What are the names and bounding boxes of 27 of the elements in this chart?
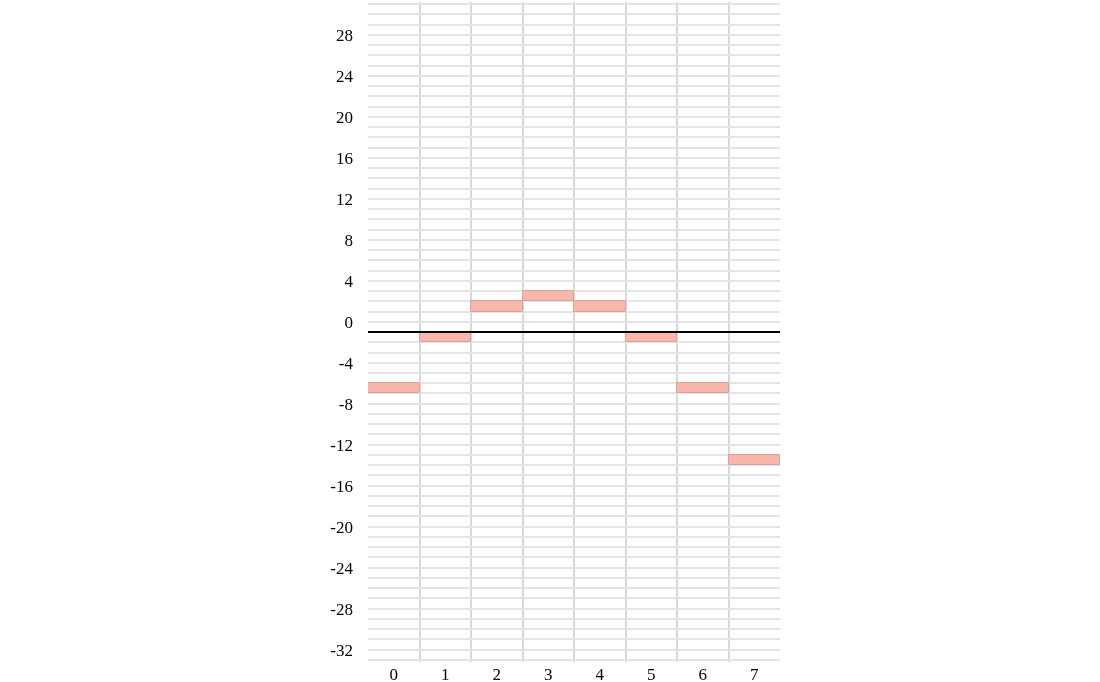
x-tick-label: 0 — [389, 665, 398, 682]
x-tick-label: 5 — [647, 665, 656, 682]
y-tick-label: -32 — [330, 640, 353, 660]
y-tick-label: 16 — [336, 148, 353, 168]
y-tick-label: -8 — [338, 394, 353, 414]
y-tick-label: 12 — [336, 189, 353, 209]
x-tick-label: 2 — [492, 665, 501, 682]
y-tick-label: -20 — [330, 517, 353, 537]
y-tick-label: 0 — [344, 312, 353, 332]
y-tick-label: 8 — [344, 230, 353, 250]
bar — [368, 382, 420, 393]
x-tick-label: 6 — [698, 665, 707, 682]
x-tick-label: 3 — [544, 665, 553, 682]
x-tick-label: 4 — [595, 665, 605, 682]
y-tick-label: -16 — [330, 476, 353, 496]
y-tick-label: -4 — [338, 353, 354, 373]
bar — [676, 382, 729, 393]
y-tick-label: 4 — [344, 271, 354, 291]
y-tick-label: 28 — [336, 25, 353, 45]
x-tick-label: 1 — [441, 665, 450, 682]
y-tick-label: 24 — [336, 66, 354, 86]
y-tick-label: -24 — [330, 558, 354, 578]
y-tick-label: -12 — [330, 435, 353, 455]
y-tick-label: 20 — [336, 107, 353, 127]
bar — [728, 454, 780, 465]
y-tick-label: -28 — [330, 599, 353, 619]
x-tick-label: 7 — [750, 665, 759, 682]
